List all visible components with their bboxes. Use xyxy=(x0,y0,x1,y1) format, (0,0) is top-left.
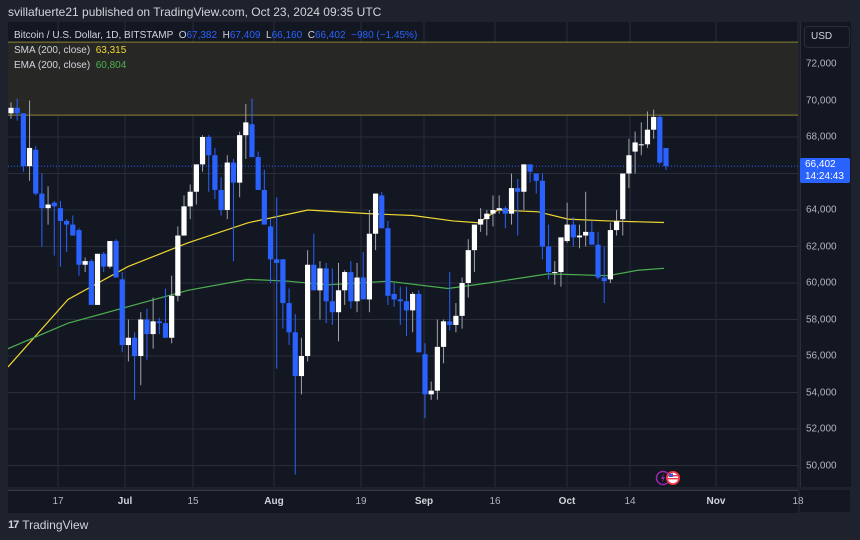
last-price-tag: 66,402 14:24:43 xyxy=(800,158,850,183)
symbol-legend-row[interactable]: Bitcoin / U.S. Dollar, 1D, BITSTAMP O67,… xyxy=(14,28,417,43)
tradingview-logo[interactable]: 17 TradingView xyxy=(8,518,88,532)
price-tick: 62,000 xyxy=(806,241,837,252)
price-tick: 64,000 xyxy=(806,204,837,216)
low-label: L xyxy=(266,30,272,41)
price-tick: 58,000 xyxy=(806,314,837,325)
time-tick: Oct xyxy=(558,496,576,507)
price-axis[interactable] xyxy=(800,22,851,487)
published-byline: svillafuerte21 published on TradingView.… xyxy=(8,5,382,19)
sma-value: 63,315 xyxy=(95,45,127,56)
time-tick: Aug xyxy=(264,496,284,507)
time-tick: 18 xyxy=(792,496,804,507)
ema-label: EMA (200, close) xyxy=(14,60,91,71)
currency-button[interactable]: USD xyxy=(804,26,850,48)
open-label: O xyxy=(178,30,187,41)
change-value: −980 (−1.45%) xyxy=(351,30,418,41)
sma-legend-row[interactable]: SMA (200, close) 63,315 xyxy=(14,43,417,58)
economic-events[interactable] xyxy=(655,470,685,486)
close-label: C xyxy=(307,30,315,41)
time-tick: Nov xyxy=(706,496,726,507)
time-tick: 19 xyxy=(355,496,367,507)
price-tick: 60,000 xyxy=(806,277,837,289)
chart-legend: Bitcoin / U.S. Dollar, 1D, BITSTAMP O67,… xyxy=(14,28,417,73)
last-price-value: 66,402 xyxy=(805,159,836,170)
time-tick: 17 xyxy=(52,496,64,507)
close-value: 66,402 xyxy=(314,30,346,41)
price-tick: 50,000 xyxy=(806,460,837,471)
price-tick: 72,000 xyxy=(806,58,837,70)
high-label: H xyxy=(222,30,230,41)
time-axis[interactable] xyxy=(8,490,798,513)
symbol-title: Bitcoin / U.S. Dollar, 1D, BITSTAMP xyxy=(14,30,174,41)
price-tick: 68,000 xyxy=(806,131,837,143)
price-tick: 52,000 xyxy=(806,423,837,435)
tv-logo-icon: 17 xyxy=(8,519,19,531)
sma-label: SMA (200, close) xyxy=(14,45,91,56)
price-tick: 56,000 xyxy=(806,350,837,362)
high-value: 67,409 xyxy=(229,30,261,41)
price-tick: 54,000 xyxy=(806,387,837,398)
ema-legend-row[interactable]: EMA (200, close) 60,804 xyxy=(14,58,417,73)
price-tick: 70,000 xyxy=(806,95,837,106)
ema-value: 60,804 xyxy=(95,60,127,71)
time-tick: 15 xyxy=(187,496,199,507)
time-tick: 14 xyxy=(624,496,636,507)
logo-text: TradingView xyxy=(22,518,89,532)
axis-corner xyxy=(800,490,850,512)
low-value: 66,160 xyxy=(271,30,303,41)
chart-pane[interactable] xyxy=(8,22,798,487)
open-value: 67,382 xyxy=(186,30,218,41)
time-tick: 16 xyxy=(489,496,501,507)
us-flag-event-icon[interactable] xyxy=(666,471,680,485)
time-tick: Jul xyxy=(117,496,133,507)
candlestick-plot[interactable] xyxy=(8,22,798,487)
time-tick: Sep xyxy=(414,496,434,507)
bar-countdown: 14:24:43 xyxy=(805,171,844,182)
